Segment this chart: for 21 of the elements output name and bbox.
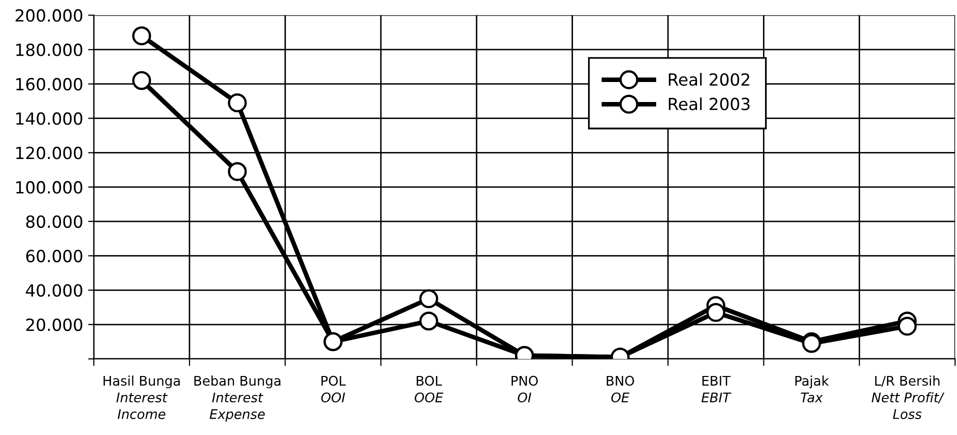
x-tick-label: BOL OOE [414, 376, 444, 402]
y-tick-label: 60.000 [26, 250, 82, 262]
x-tick-label: POL OOI [321, 376, 346, 402]
x-tick-label: BNO OE [606, 376, 634, 402]
y-tick-label: 160.000 [16, 78, 82, 91]
x-tick-label: Beban Bunga Interest Expense [194, 376, 280, 422]
y-tick-label: 200.000 [16, 9, 82, 22]
y-tick-label: 20.000 [26, 318, 82, 332]
y-tick-label: 140.000 [16, 112, 82, 125]
x-tick-label: Hasil Bunga Interest Income [104, 376, 180, 420]
legend-label: Real 2002 [668, 72, 750, 86]
x-tick-label: PNO OI [512, 376, 538, 402]
y-tick-label: 100.000 [16, 181, 82, 194]
y-tick-label: 40.000 [26, 284, 82, 297]
x-tick-label: EBIT EBIT [702, 376, 732, 402]
x-tick-label: L/R Bersih Nett Profit/ Loss [872, 376, 944, 420]
y-tick-label: 120.000 [16, 146, 82, 160]
y-tick-label: 180.000 [16, 44, 82, 56]
x-tick-label: Pajak Tax [795, 376, 829, 402]
y-tick-label: 80.000 [26, 215, 82, 228]
legend-label: Real 2003 [668, 97, 750, 110]
